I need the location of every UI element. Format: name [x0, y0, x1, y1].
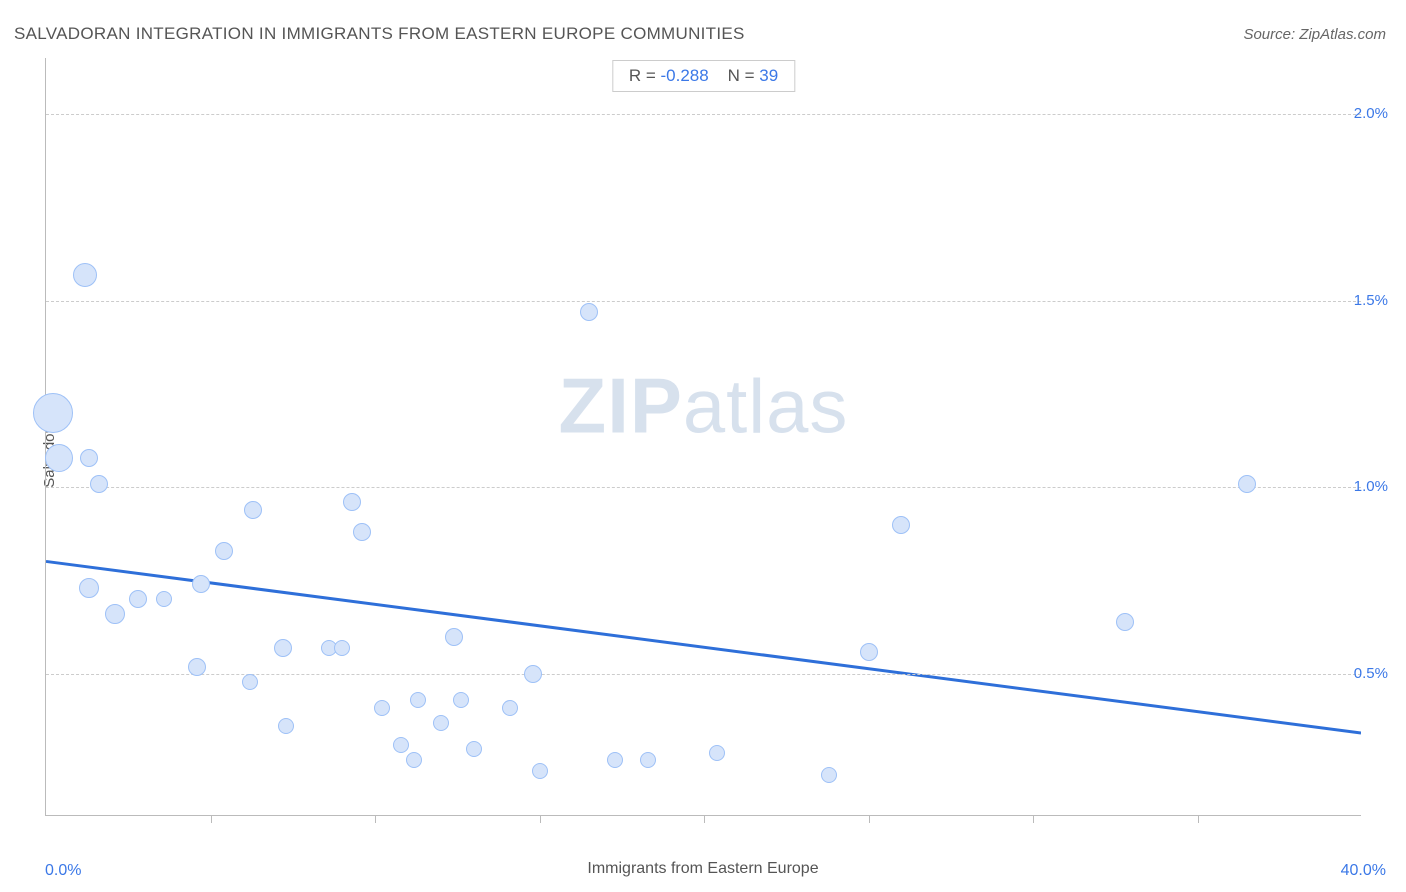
data-point [129, 590, 147, 608]
data-point [45, 444, 73, 472]
stats-box: R = -0.288 N = 39 [612, 60, 795, 92]
x-tick [1198, 815, 1199, 823]
x-tick [869, 815, 870, 823]
y-tick-label: 2.0% [1354, 105, 1388, 122]
data-point [453, 692, 469, 708]
x-tick [704, 815, 705, 823]
data-point [374, 700, 390, 716]
data-point [580, 303, 598, 321]
r-value: -0.288 [660, 66, 708, 85]
data-point [353, 523, 371, 541]
gridline [46, 301, 1361, 302]
data-point [640, 752, 656, 768]
chart-title: SALVADORAN INTEGRATION IN IMMIGRANTS FRO… [14, 24, 745, 44]
watermark: ZIPatlas [559, 361, 849, 452]
data-point [192, 575, 210, 593]
x-tick [540, 815, 541, 823]
data-point [1116, 613, 1134, 631]
data-point [532, 763, 548, 779]
data-point [709, 745, 725, 761]
n-label: N = [728, 66, 755, 85]
x-tick [211, 815, 212, 823]
data-point [433, 715, 449, 731]
x-axis-label: Immigrants from Eastern Europe [587, 860, 818, 878]
data-point [502, 700, 518, 716]
x-axis-max: 40.0% [1341, 862, 1386, 880]
data-point [278, 718, 294, 734]
trendline-svg [46, 58, 1361, 815]
r-label: R = [629, 66, 656, 85]
data-point [242, 674, 258, 690]
data-point [334, 640, 350, 656]
data-point [892, 516, 910, 534]
data-point [244, 501, 262, 519]
y-tick-label: 1.0% [1354, 478, 1388, 495]
y-tick-label: 1.5% [1354, 292, 1388, 309]
gridline [46, 487, 1361, 488]
scatter-plot-area: ZIPatlas R = -0.288 N = 39 [45, 58, 1361, 816]
data-point [33, 393, 73, 433]
data-point [274, 639, 292, 657]
data-point [105, 604, 125, 624]
data-point [607, 752, 623, 768]
data-point [393, 737, 409, 753]
data-point [821, 767, 837, 783]
watermark-rest: atlas [683, 365, 849, 450]
x-tick [375, 815, 376, 823]
trendline [46, 561, 1361, 733]
source-attribution: Source: ZipAtlas.com [1243, 26, 1386, 43]
data-point [80, 449, 98, 467]
data-point [73, 263, 97, 287]
n-value: 39 [759, 66, 778, 85]
data-point [466, 741, 482, 757]
data-point [410, 692, 426, 708]
data-point [215, 542, 233, 560]
data-point [188, 658, 206, 676]
data-point [406, 752, 422, 768]
x-tick [1033, 815, 1034, 823]
y-tick-label: 0.5% [1354, 665, 1388, 682]
data-point [1238, 475, 1256, 493]
data-point [343, 493, 361, 511]
watermark-bold: ZIP [559, 362, 683, 450]
data-point [90, 475, 108, 493]
data-point [524, 665, 542, 683]
gridline [46, 114, 1361, 115]
data-point [156, 591, 172, 607]
data-point [445, 628, 463, 646]
gridline [46, 674, 1361, 675]
data-point [79, 578, 99, 598]
x-axis-min: 0.0% [45, 862, 81, 880]
data-point [860, 643, 878, 661]
